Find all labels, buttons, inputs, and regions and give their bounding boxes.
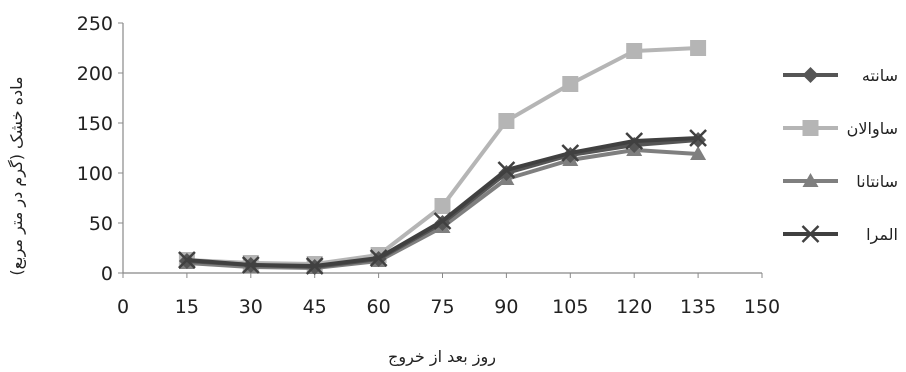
legend: سانته ساوالان سانتانا المرا xyxy=(783,66,898,245)
tick-labels: 0 50 100 150 200 250 0 15 30 45 60 75 90 105 120 135 150 xyxy=(77,13,780,318)
data-point xyxy=(305,257,324,275)
data-point xyxy=(690,40,707,56)
y-axis-title: ماده خشک (گرم در متر مربع) xyxy=(7,76,27,275)
y-tick-label: 50 xyxy=(89,213,113,235)
x-tick-label: 15 xyxy=(175,296,199,318)
x-tick-label: 105 xyxy=(552,296,588,318)
data-point xyxy=(498,165,515,181)
legend-label: ساوالان xyxy=(847,119,898,139)
data-point xyxy=(369,249,388,267)
data-point xyxy=(690,146,707,160)
legend-label: المرا xyxy=(866,225,898,245)
data-point xyxy=(689,129,707,147)
x-tick-label: 75 xyxy=(430,296,454,318)
data-point xyxy=(241,256,260,274)
y-tick-label: 200 xyxy=(77,63,113,85)
legend-label: سانتانا xyxy=(856,172,898,191)
series-3 xyxy=(178,129,707,275)
legend-item: المرا xyxy=(783,225,898,245)
y-tick-label: 250 xyxy=(77,13,113,35)
legend-item: سانته xyxy=(783,66,898,85)
data-point xyxy=(626,43,643,59)
legend-item: ساوالان xyxy=(783,119,898,139)
series-group xyxy=(178,40,707,275)
data-point xyxy=(434,198,451,214)
x-axis-title: روز بعد از خروج xyxy=(388,347,496,367)
legend-label: سانته xyxy=(862,66,898,85)
data-point xyxy=(178,251,196,269)
data-point xyxy=(561,144,580,162)
x-tick-label: 45 xyxy=(303,296,327,318)
data-point xyxy=(497,161,516,179)
data-point xyxy=(498,113,515,129)
x-tick-label: 0 xyxy=(117,296,129,318)
data-point xyxy=(625,132,644,150)
legend-item: سانتانا xyxy=(783,172,898,191)
x-tick-label: 60 xyxy=(367,296,391,318)
data-point xyxy=(562,76,579,92)
legend-marker xyxy=(802,120,819,136)
x-tick-label: 135 xyxy=(680,296,716,318)
x-tick-label: 90 xyxy=(494,296,518,318)
x-tick-label: 30 xyxy=(239,296,263,318)
y-tick-label: 100 xyxy=(77,163,113,185)
legend-marker xyxy=(802,173,819,187)
y-tick-label: 0 xyxy=(101,263,113,285)
data-point xyxy=(433,212,452,230)
x-tick-label: 120 xyxy=(616,296,652,318)
legend-marker xyxy=(802,67,819,83)
x-tick-label: 150 xyxy=(744,296,780,318)
legend-marker xyxy=(801,225,820,243)
y-tick-label: 150 xyxy=(77,113,113,135)
